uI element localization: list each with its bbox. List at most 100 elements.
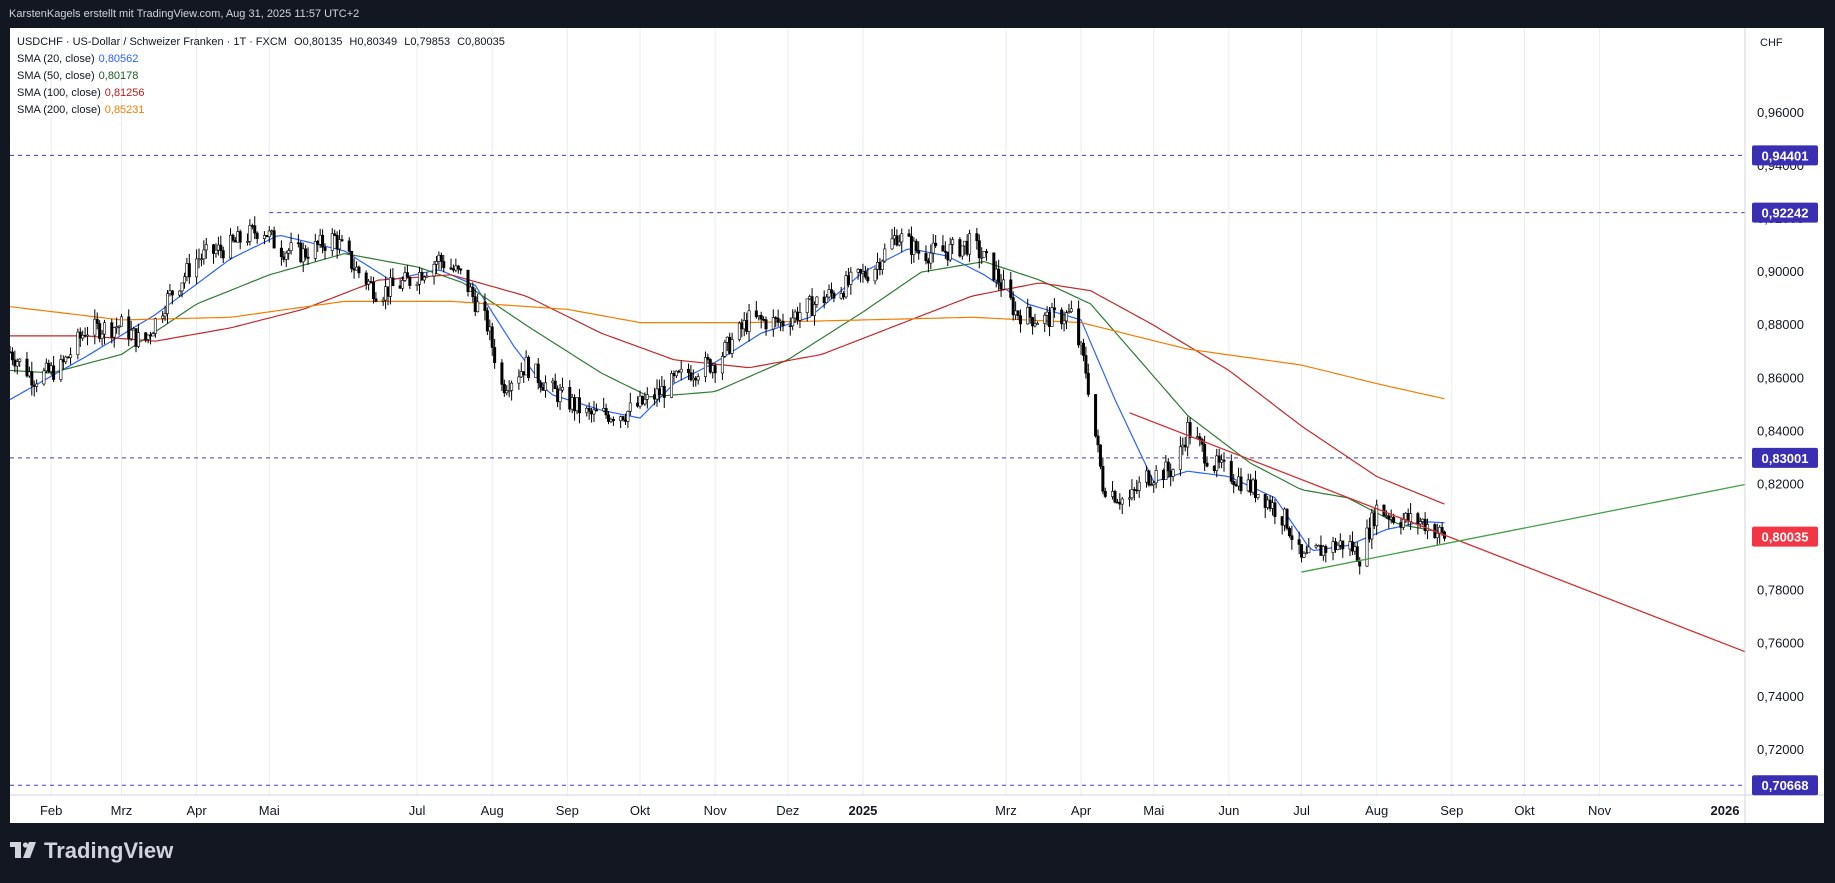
time-tick-label[interactable]: Jul [409, 803, 426, 818]
candle-body [640, 395, 644, 405]
candle-body [151, 333, 155, 337]
candle-body [1033, 323, 1037, 327]
candle-body [1166, 461, 1170, 472]
level-price-label[interactable]: 0,83001 [1762, 451, 1809, 466]
candle-body [623, 419, 627, 422]
trendlines[interactable] [1129, 412, 1746, 653]
candle-body [628, 402, 632, 412]
candle-body [541, 387, 545, 391]
time-axis[interactable]: Feb Mrz Apr Mai Jul Aug Sep Okt Nov Dez 2025 Mrz Apr… [40, 803, 1739, 818]
candle-body [1077, 308, 1081, 346]
currency-label[interactable]: CHF [1760, 37, 1783, 49]
trendline-support[interactable] [1301, 483, 1746, 573]
time-tick-label[interactable]: Aug [1365, 803, 1388, 818]
candle-body [199, 258, 203, 261]
last-price-tag[interactable] [1752, 526, 1818, 547]
candle-body [706, 357, 710, 360]
candle-body [810, 296, 814, 316]
time-tick-label[interactable]: Okt [630, 803, 651, 818]
candle-body [941, 245, 945, 252]
candle-body [1084, 355, 1088, 374]
time-tick-label[interactable]: Mrz [111, 803, 133, 818]
price-tick-label[interactable]: 0,86000 [1757, 370, 1804, 385]
time-tick-label[interactable]: 2026 [1711, 803, 1740, 818]
candle-body [163, 313, 167, 317]
candle-body [1350, 541, 1354, 552]
sma-200-row[interactable]: SMA (200, close) 0,85231 [17, 102, 505, 119]
candle-body [403, 272, 407, 281]
price-tick-label[interactable]: 0,96000 [1757, 105, 1804, 120]
sma-50-label: SMA (50, close) [17, 70, 95, 82]
price-tick-label[interactable]: 0,88000 [1757, 317, 1804, 332]
time-tick-label[interactable]: Jun [1218, 803, 1239, 818]
level-price-tag[interactable] [1752, 202, 1818, 223]
sma-50-row[interactable]: SMA (50, close) 0,80178 [17, 68, 505, 85]
level-price-label[interactable]: 0,70668 [1762, 778, 1809, 793]
level-price-label[interactable]: 0,94401 [1762, 148, 1809, 163]
time-tick-label[interactable]: Mrz [995, 803, 1017, 818]
candle-body [611, 419, 615, 422]
candle-body [977, 240, 981, 259]
price-tick-label[interactable]: 0,84000 [1757, 423, 1804, 438]
candle-body [711, 365, 715, 373]
candle-body [146, 334, 150, 340]
price-tick-label[interactable]: 0,76000 [1757, 636, 1804, 651]
candles [10, 216, 1447, 575]
time-tick-label[interactable]: Apr [1071, 803, 1092, 818]
time-tick-label[interactable]: Apr [186, 803, 207, 818]
candle-body [686, 368, 690, 374]
trendline-resistance[interactable] [1129, 412, 1746, 653]
candle-body [655, 388, 659, 400]
candle-body [1169, 470, 1173, 477]
level-price-tag[interactable] [1752, 447, 1818, 468]
price-chart[interactable]: 0,720000,740000,760000,780000,800000,820… [10, 28, 1824, 823]
time-tick-label[interactable]: Nov [1588, 803, 1612, 818]
price-tick-label[interactable]: 0,90000 [1757, 264, 1804, 279]
candle-body [713, 365, 717, 374]
time-tick-label[interactable]: Dez [776, 803, 799, 818]
candle-body [590, 410, 594, 415]
candle-body [98, 323, 102, 339]
candle-body [808, 296, 812, 300]
level-price-tag[interactable] [1752, 775, 1818, 796]
time-tick-label[interactable]: Jul [1293, 803, 1310, 818]
candle-body [1028, 307, 1032, 318]
tradingview-logo[interactable]: TradingView [10, 838, 173, 864]
price-tick-label[interactable]: 0,78000 [1757, 583, 1804, 598]
chart-panel[interactable] [10, 28, 1824, 823]
level-price-label[interactable]: 0,92242 [1762, 206, 1809, 221]
time-tick-label[interactable]: Okt [1514, 803, 1535, 818]
candle-body [132, 328, 136, 331]
sma-100-row[interactable]: SMA (100, close) 0,81256 [17, 85, 505, 102]
candle-body [386, 286, 390, 297]
price-axis[interactable]: 0,720000,740000,760000,780000,800000,820… [1752, 105, 1818, 796]
candle-body [289, 242, 293, 251]
time-tick-label[interactable]: Mai [259, 803, 280, 818]
candle-body [374, 298, 378, 302]
time-tick-label[interactable]: Nov [704, 803, 728, 818]
candle-body [1367, 527, 1371, 540]
tradingview-wordmark: TradingView [44, 838, 174, 863]
time-tick-label[interactable]: Feb [40, 803, 62, 818]
time-tick-label[interactable]: Mai [1143, 803, 1164, 818]
candle-body [473, 296, 477, 312]
time-tick-label[interactable]: Aug [481, 803, 504, 818]
price-tick-label[interactable]: 0,74000 [1757, 689, 1804, 704]
time-tick-label[interactable]: 2025 [848, 803, 877, 818]
candle-body [662, 386, 666, 398]
candle-body [507, 390, 511, 392]
time-tick-label[interactable]: Sep [556, 803, 579, 818]
time-tick-label[interactable]: Sep [1440, 803, 1463, 818]
candle-body [1333, 541, 1337, 550]
sma-20-row[interactable]: SMA (20, close) 0,80562 [17, 51, 505, 68]
candle-body [238, 231, 242, 243]
candle-body [539, 382, 543, 388]
candle-body [779, 320, 783, 323]
candle-body [759, 315, 763, 320]
last-price-label[interactable]: 0,80035 [1762, 530, 1809, 545]
candle-body [907, 233, 911, 237]
level-price-tag[interactable] [1752, 145, 1818, 166]
price-tick-label[interactable]: 0,82000 [1757, 476, 1804, 491]
candle-body [660, 386, 664, 395]
price-tick-label[interactable]: 0,72000 [1757, 742, 1804, 757]
